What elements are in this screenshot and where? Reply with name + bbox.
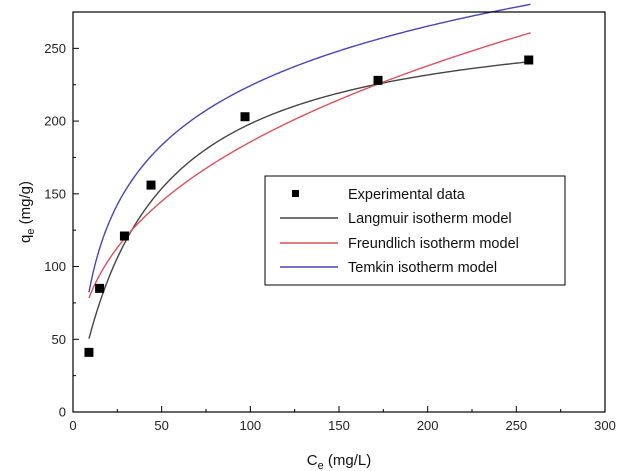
- x-tick-label: 300: [594, 418, 616, 433]
- experimental-data-point: [119, 231, 129, 241]
- experimental-data-point: [146, 180, 156, 190]
- x-axis-title-unit: (mg/L): [324, 452, 372, 469]
- experimental-data-point: [524, 55, 534, 65]
- y-axis: 0 50 100 150 200 250: [44, 11, 79, 420]
- y-axis-title-unit: (mg/g): [17, 181, 34, 229]
- legend-label-experimental: Experimental data: [348, 187, 466, 203]
- y-axis-title-main: q: [17, 235, 34, 243]
- model-curves: [88, 3, 531, 339]
- curve-temkin: [88, 3, 531, 293]
- x-axis-title-main: C: [307, 452, 318, 469]
- legend-label-langmuir: Langmuir isotherm model: [348, 211, 512, 227]
- x-tick-label: 150: [328, 418, 350, 433]
- legend: Experimental data Langmuir isotherm mode…: [264, 175, 566, 286]
- x-axis-title-subscript: e: [318, 460, 324, 471]
- experimental-data-point: [84, 347, 94, 357]
- legend-label-temkin: Temkin isotherm model: [348, 260, 497, 276]
- experimental-data-point: [240, 112, 250, 122]
- experimental-data-point: [373, 75, 383, 85]
- x-axis: 0 50 100 150 200 250 300: [69, 406, 616, 433]
- y-axis-title-subscript: e: [25, 229, 37, 235]
- x-axis-title: Ce (mg/L): [307, 452, 371, 471]
- experimental-points: [84, 55, 534, 357]
- x-tick-label: 50: [154, 418, 168, 433]
- x-tick-label: 250: [505, 418, 527, 433]
- legend-label-freundlich: Freundlich isotherm model: [348, 236, 519, 252]
- y-tick-label: 250: [44, 41, 66, 56]
- x-tick-label: 200: [417, 418, 439, 433]
- y-tick-label: 50: [52, 332, 66, 347]
- x-tick-label: 0: [69, 418, 76, 433]
- legend-marker-experimental: [292, 190, 299, 197]
- y-tick-label: 0: [59, 405, 66, 420]
- y-tick-label: 150: [44, 186, 66, 201]
- x-tick-label: 100: [239, 418, 261, 433]
- curve-langmuir: [88, 60, 531, 339]
- y-axis-title: qe (mg/g): [17, 181, 37, 243]
- y-tick-label: 100: [44, 259, 66, 274]
- curve-freundlich: [88, 32, 531, 299]
- experimental-data-point: [95, 283, 105, 293]
- y-tick-label: 200: [44, 114, 66, 129]
